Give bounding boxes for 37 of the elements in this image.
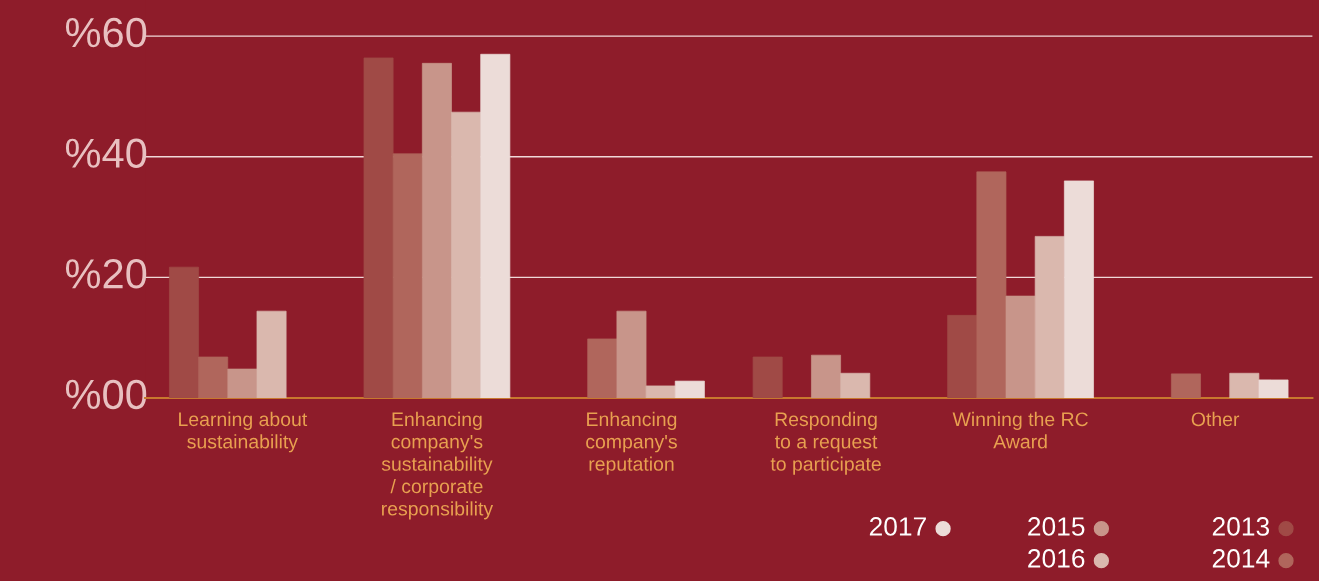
bar [1005, 295, 1036, 398]
y-tick-label: %40 [65, 138, 147, 168]
legend-label: 2013 [1212, 517, 1270, 536]
x-tick-label: Responding to a request to participate [770, 411, 881, 475]
bar [169, 266, 199, 398]
bar [840, 372, 871, 398]
bar [947, 315, 978, 398]
y-tick-label: %00 [65, 379, 147, 410]
bar [198, 356, 229, 398]
bar [256, 310, 287, 398]
bar [227, 368, 258, 398]
bar [645, 385, 676, 398]
bar [1229, 372, 1260, 398]
bar [587, 338, 618, 398]
x-tick-label: Winning the RC Award [952, 411, 1088, 449]
y-tick-label: %20 [65, 259, 147, 289]
legend-label: 2015 [1028, 517, 1085, 536]
y-tick-label: %60 [65, 17, 147, 48]
legend-label: 2017 [869, 517, 926, 536]
legend-label: 2014 [1212, 549, 1270, 568]
x-tick-label: Learning about sustainability [179, 411, 308, 453]
x-tick-label: Enhancing company's reputation [586, 411, 677, 475]
bar [421, 62, 452, 398]
bar [1034, 236, 1065, 398]
bar [752, 356, 783, 398]
x-tick-label: Enhancing company's sustainability / corporate responsibility [381, 411, 494, 520]
x-tick-label: Other [1191, 411, 1240, 427]
bar [976, 171, 1007, 398]
bar [811, 354, 841, 398]
bar [392, 153, 423, 398]
bar [1258, 379, 1289, 398]
bar [363, 57, 394, 398]
bar [616, 310, 647, 398]
bar [1171, 373, 1201, 398]
legend-label: 2016 [1028, 549, 1085, 568]
bar [674, 380, 705, 398]
bar [451, 111, 482, 398]
